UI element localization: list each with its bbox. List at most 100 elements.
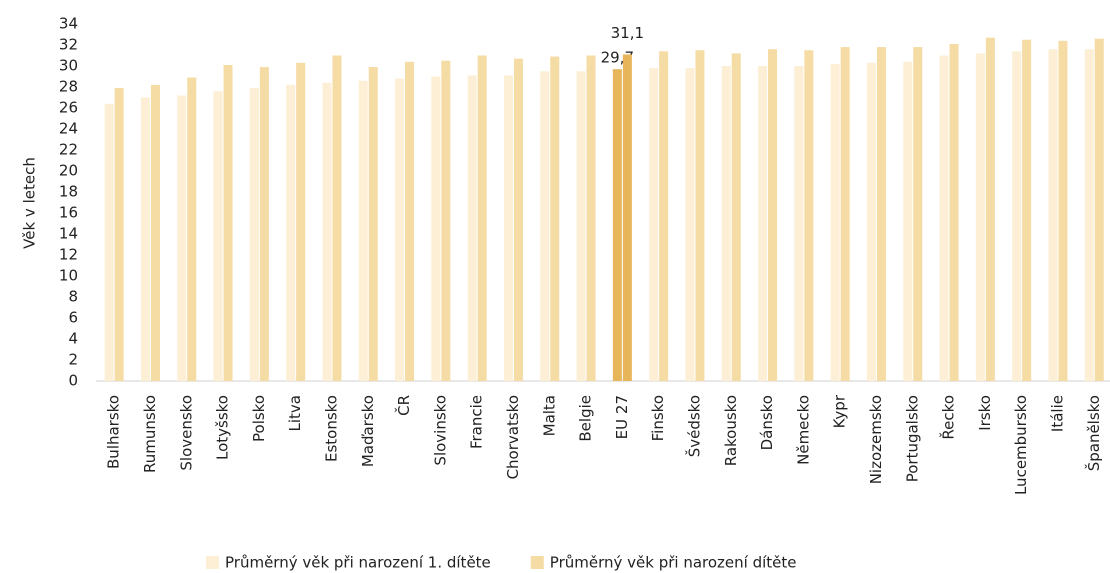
bar [731,53,741,382]
x-tick-label: Kypr [831,394,849,428]
bar [1094,38,1104,381]
y-tick-label: 32 [59,36,78,54]
bar [223,64,233,381]
x-tick-label: Dánsko [758,395,776,450]
bar [1012,51,1022,382]
x-tick-label: Rumunsko [141,395,159,473]
bar [322,82,332,382]
bar [830,63,840,382]
x-tick-label: Portugalsko [903,395,921,482]
y-tick-label: 22 [59,141,78,159]
x-tick-label: Rakousko [722,395,740,466]
x-tick-label: Nizozemsko [867,395,885,484]
x-tick-label: Chorvatsko [504,395,522,479]
bar [259,67,269,382]
bar [395,78,405,381]
bar [405,61,415,382]
y-tick-label: 12 [59,246,78,264]
y-tick-label: 34 [59,15,78,33]
x-tick-label: Lucembursko [1012,395,1030,495]
bar [949,43,959,381]
y-tick-label: 8 [68,288,78,306]
x-tick-label: ČR [394,395,413,416]
x-tick-label: Litva [286,395,304,431]
legend-label: Průměrný věk při narození dítěte [550,554,797,572]
bar [150,84,160,382]
bar [140,97,150,381]
bar [332,55,342,381]
bar [477,55,487,381]
bar [1084,49,1094,381]
bar [358,80,368,381]
bar [985,37,995,382]
bar [876,47,886,381]
bar [804,50,814,381]
bar [586,55,596,381]
y-tick-label: 0 [68,372,78,390]
x-tick-label: Irsko [976,395,994,431]
bar [286,84,296,382]
bar [368,67,378,382]
x-tick-label: Malta [540,395,558,436]
bar [939,55,949,381]
bar [622,54,632,381]
bar [104,103,114,382]
bar [866,62,876,381]
x-tick-label: Švédsko [684,395,703,457]
x-tick-label: Slovinsko [431,395,449,466]
y-tick-label: 2 [68,351,78,369]
x-tick-label: Maďarsko [359,395,377,467]
bar [177,95,187,382]
y-tick-label: 30 [59,57,78,75]
bar [441,60,451,381]
y-tick-label: 18 [59,183,78,201]
plot-area: Bulharsko Rumunsko Slovensko Lotyšsko Polsko… [96,24,1110,495]
bar [1048,49,1058,381]
y-tick-label: 10 [59,267,78,285]
bar [114,88,124,382]
x-tick-label: Španělsko [1084,395,1103,471]
x-tick-label: Řecko [939,395,958,440]
bar [550,56,560,382]
bar [695,50,705,381]
x-tick-label: Belgie [577,395,595,442]
bar [513,58,523,382]
bar [913,47,923,381]
x-tick-label: EU 27 [613,395,631,439]
bar [659,51,669,382]
bar [249,88,259,382]
data-label: 31,1 [611,24,644,42]
bar [1058,40,1068,382]
bar [612,69,622,382]
legend-swatch [206,556,219,569]
x-tick-label: Finsko [649,395,667,441]
x-tick-label: Francie [468,395,486,449]
bar [840,47,850,381]
bar [903,61,913,382]
x-tick-label: Bulharsko [105,395,123,469]
bar [649,68,659,381]
bar [213,91,223,381]
y-tick-label: 4 [68,330,78,348]
bar [576,71,586,381]
bar [975,53,985,382]
x-tick-label: Polsko [250,395,268,442]
bar [768,49,778,381]
bar [540,71,550,381]
y-tick-label: 26 [59,99,78,117]
bar [187,77,197,382]
bar [721,66,731,381]
y-tick-label: 20 [59,162,78,180]
bar [685,68,695,381]
y-tick-label: 6 [68,309,78,327]
bar [296,62,306,381]
x-tick-label: Estonsko [322,395,340,462]
legend-label: Průměrný věk při narození 1. dítěte [225,554,491,572]
x-tick-label: Německo [794,395,812,465]
bar [1022,39,1032,381]
bar [503,75,513,381]
y-tick-label: 14 [59,225,78,243]
bar [794,66,804,381]
bar [758,66,768,381]
